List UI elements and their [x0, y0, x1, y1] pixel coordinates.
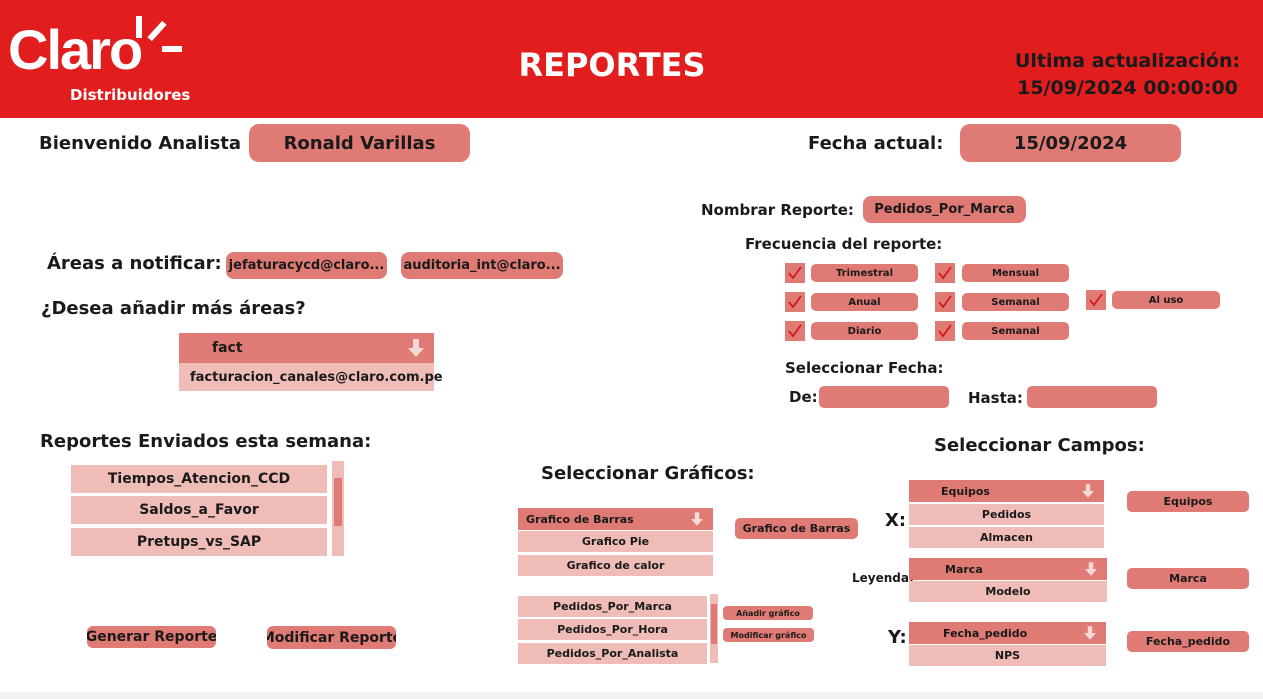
frequency-option[interactable]: Trimestral: [811, 264, 918, 282]
report-name-input[interactable]: Pedidos_Por_Marca: [863, 196, 1026, 223]
frequency-option[interactable]: Mensual: [962, 264, 1069, 282]
last-update-label: Ultima actualización:: [1014, 50, 1241, 72]
sent-report-item[interactable]: Pretups_vs_SAP: [71, 528, 327, 556]
modify-graph-button[interactable]: Modificar gráfico: [723, 628, 814, 642]
select-graphs-label: Seleccionar Gráficos:: [541, 463, 755, 484]
selected-graph-chip[interactable]: Grafico de Barras: [735, 518, 858, 539]
frequency-checkbox[interactable]: [935, 292, 955, 312]
graph-list-item[interactable]: Pedidos_Por_Marca: [518, 596, 707, 617]
frequency-option[interactable]: Semanal: [962, 293, 1069, 311]
welcome-label: Bienvenido Analista: [39, 133, 242, 154]
add-graph-button[interactable]: Añadir gráfico: [723, 606, 813, 620]
x-field-dropdown[interactable]: Equipos: [909, 480, 1104, 502]
check-icon: [938, 295, 952, 309]
to-date-input[interactable]: [1027, 386, 1157, 408]
graph-type-option[interactable]: Grafico de calor: [518, 555, 713, 576]
y-field-value: Fecha_pedido: [943, 626, 1028, 640]
select-date-label: Seleccionar Fecha:: [785, 359, 944, 377]
legend-field-value: Marca: [945, 562, 983, 576]
last-update-value: 15/09/2024 00:00:00: [1017, 77, 1238, 99]
area-search-value: fact: [212, 340, 243, 356]
graph-list-item[interactable]: Pedidos_Por_Hora: [518, 619, 707, 640]
frequency-checkbox[interactable]: [785, 263, 805, 283]
areas-label: Áreas a notificar:: [47, 253, 222, 274]
frequency-checkbox[interactable]: [935, 321, 955, 341]
check-icon: [1089, 293, 1103, 307]
frequency-option[interactable]: Al uso: [1112, 291, 1220, 309]
area-email-chip[interactable]: jefaturacycd@claro...: [226, 252, 387, 279]
frequency-checkbox[interactable]: [785, 321, 805, 341]
x-field-value: Equipos: [941, 484, 990, 498]
scrollbar-thumb[interactable]: [334, 478, 342, 526]
x-field-option[interactable]: Pedidos: [909, 504, 1104, 525]
y-field-option[interactable]: NPS: [909, 645, 1106, 666]
claro-logo: Claro: [8, 18, 143, 81]
sent-reports-label: Reportes Enviados esta semana:: [40, 431, 372, 452]
arrow-down-icon: [1084, 626, 1096, 640]
x-axis-label: X:: [885, 510, 907, 531]
footer-divider: [0, 692, 1263, 699]
frequency-checkbox[interactable]: [935, 263, 955, 283]
frequency-checkbox[interactable]: [785, 292, 805, 312]
analyst-name: Ronald Varillas: [249, 124, 470, 162]
frequency-label: Frecuencia del reporte:: [745, 235, 943, 253]
report-name-label: Nombrar Reporte:: [701, 201, 854, 219]
y-field-dropdown[interactable]: Fecha_pedido: [909, 622, 1106, 644]
graph-type-option[interactable]: Grafico Pie: [518, 531, 713, 552]
from-label: De:: [789, 388, 818, 406]
sent-reports-scrollbar[interactable]: [332, 461, 344, 556]
sent-report-item[interactable]: Saldos_a_Favor: [71, 496, 327, 524]
header-bar: [0, 0, 1263, 118]
check-icon: [788, 295, 802, 309]
page-title: REPORTES: [518, 46, 706, 84]
graph-list-item[interactable]: Pedidos_Por_Analista: [518, 643, 707, 664]
check-icon: [938, 266, 952, 280]
logo-subtitle: Distribuidores: [70, 86, 191, 104]
x-selected-chip[interactable]: Equipos: [1127, 491, 1249, 512]
y-axis-label: Y:: [888, 627, 907, 648]
generate-report-button[interactable]: Generar Reporte: [87, 626, 216, 648]
y-selected-chip[interactable]: Fecha_pedido: [1127, 631, 1249, 652]
select-fields-label: Seleccionar Campos:: [934, 435, 1145, 456]
arrow-down-icon: [408, 339, 424, 357]
frequency-checkbox[interactable]: [1086, 290, 1106, 310]
frequency-option[interactable]: Semanal: [962, 322, 1069, 340]
area-search-dropdown[interactable]: fact: [179, 333, 434, 363]
check-icon: [938, 324, 952, 338]
current-date-value: 15/09/2024: [960, 124, 1181, 162]
graph-type-value: Grafico de Barras: [526, 512, 634, 526]
sent-report-item[interactable]: Tiempos_Atencion_CCD: [71, 465, 327, 493]
legend-field-option[interactable]: Modelo: [909, 581, 1107, 602]
legend-field-dropdown[interactable]: Marca: [909, 558, 1107, 580]
current-date-label: Fecha actual:: [808, 133, 944, 154]
legend-selected-chip[interactable]: Marca: [1127, 568, 1249, 589]
scrollbar-thumb[interactable]: [711, 604, 717, 644]
arrow-down-icon: [1082, 484, 1094, 498]
modify-report-button[interactable]: Modificar Reporte: [267, 626, 396, 649]
from-date-input[interactable]: [819, 386, 949, 408]
check-icon: [788, 266, 802, 280]
area-email-chip[interactable]: auditoria_int@claro...: [401, 252, 563, 279]
frequency-option[interactable]: Diario: [811, 322, 918, 340]
arrow-down-icon: [1085, 562, 1097, 576]
logo-rays-icon: [136, 16, 182, 52]
legend-label: Leyenda:: [852, 571, 914, 585]
frequency-option[interactable]: Anual: [811, 293, 918, 311]
add-areas-label: ¿Desea añadir más áreas?: [41, 298, 306, 319]
area-suggestion[interactable]: facturacion_canales@claro.com.pe: [179, 363, 443, 391]
check-icon: [788, 324, 802, 338]
to-label: Hasta:: [968, 389, 1023, 407]
x-field-option[interactable]: Almacen: [909, 527, 1104, 548]
arrow-down-icon: [691, 512, 703, 526]
graph-type-dropdown[interactable]: Grafico de Barras: [518, 508, 713, 530]
graph-list-scrollbar[interactable]: [710, 594, 718, 663]
